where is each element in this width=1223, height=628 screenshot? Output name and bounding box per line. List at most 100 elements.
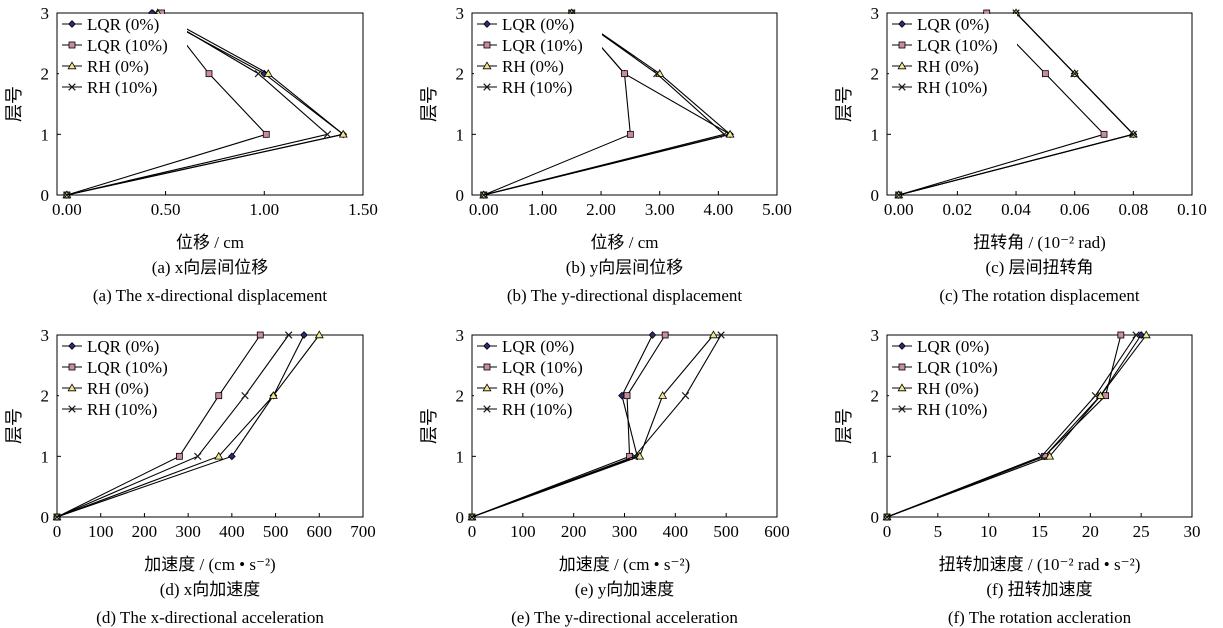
x-axis-label: 扭转加速度 / (10⁻² rad • s⁻²) [939,555,1141,574]
caption-cn: (c) 层间扭转角 [985,258,1093,277]
legend-marker [483,363,491,371]
legend: LQR (0%) LQR (10%) RH (0%) RH (10%) [59,336,187,424]
x-axis-label: 加速度 / (cm • s⁻²) [559,555,690,574]
x-tick-label: 0.50 [151,200,181,219]
data-point [708,330,718,339]
data-point [1091,391,1100,400]
y-tick-label: 2 [871,387,880,406]
series-rh-10 [53,331,293,521]
y-tick-label: 3 [871,4,880,23]
legend-label: LQR (0%) [917,337,989,356]
series-line [56,334,261,518]
series-rh-10 [468,331,725,521]
y-axis-label: 层号 [4,408,24,444]
legend-marker [898,342,906,350]
data-point [480,191,488,199]
legend-marker [482,61,492,70]
x-axis-label: 位移 / cm [176,233,244,252]
x-tick-label: 0.00 [469,200,499,219]
x-axis-label: 加速度 / (cm • s⁻²) [144,555,275,574]
x-tick-label: 700 [350,522,376,541]
x-tick-label: 4.00 [703,200,733,219]
data-point [241,391,249,400]
y-tick-label: 0 [456,186,465,205]
data-point [1117,331,1125,339]
caption-en: (c) The rotation displacement [939,286,1140,305]
series-line [483,12,726,196]
legend-label: RH (10%) [87,400,157,419]
series-line [56,334,320,518]
x-tick-label: 5.00 [762,200,792,219]
data-point [468,513,476,521]
legend: LQR (0%) LQR (10%) RH (0%) RH (10%) [474,336,602,424]
y-tick-label: 3 [41,326,50,345]
legend-label: LQR (0%) [502,337,574,356]
series-line [56,334,305,518]
caption-en: (d) The x-directional acceleration [96,608,324,627]
data-point [205,70,213,78]
series-rh-10 [895,9,1138,199]
legend-marker [482,383,492,392]
caption-cn: (e) y向加速度 [575,580,675,599]
caption-cn: (d) x向加速度 [160,580,261,599]
caption-en: (f) The rotation accleration [948,608,1132,627]
x-tick-label: 200 [132,522,158,541]
x-tick-label: 400 [219,522,245,541]
data-point [256,331,264,339]
legend-label: LQR (10%) [87,358,168,377]
legend-marker [898,363,906,371]
data-point [268,391,278,399]
y-tick-label: 2 [456,65,465,84]
data-point [1100,130,1108,138]
legend-marker [897,61,907,70]
data-point [626,130,634,138]
y-tick-label: 1 [871,447,880,466]
series-rh-10 [480,9,728,199]
legend-label: LQR (0%) [87,15,159,34]
series-line [886,334,1137,518]
legend-label: RH (0%) [87,379,149,398]
legend-label: LQR (10%) [502,358,583,377]
caption-en: (b) The y-directional displacement [507,286,743,305]
x-tick-label: 0.00 [884,200,914,219]
data-point [254,69,263,78]
legend-label: LQR (0%) [917,15,989,34]
data-point [227,452,236,461]
x-tick-label: 0 [468,522,477,541]
y-axis-label: 层号 [419,408,439,444]
plot-frame [56,334,364,518]
data-point [630,452,639,461]
data-point [623,392,631,400]
legend-label: RH (0%) [502,57,564,76]
data-point [1045,451,1055,460]
x-tick-label: 400 [663,522,689,541]
series-rh-0 [52,330,324,521]
series-line [471,334,714,518]
x-tick-label: 25 [1133,522,1150,541]
legend-marker [898,83,906,91]
x-tick-label: 0.02 [943,200,973,219]
series-line [471,334,722,518]
x-tick-label: 1.50 [348,200,378,219]
x-tick-label: 10 [980,522,997,541]
legend-marker [898,405,906,413]
series-line [56,334,290,518]
series-line [471,334,666,518]
y-tick-label: 1 [41,125,50,144]
y-axis-label: 层号 [834,408,854,444]
legend-marker [68,405,76,413]
data-point [194,452,202,461]
legend-marker [483,83,491,91]
x-tick-label: 20 [1082,522,1099,541]
y-tick-label: 2 [871,65,880,84]
data-point [1041,70,1049,78]
data-point [175,452,183,460]
data-point [263,69,273,77]
data-point [725,129,735,138]
data-point [284,331,293,339]
